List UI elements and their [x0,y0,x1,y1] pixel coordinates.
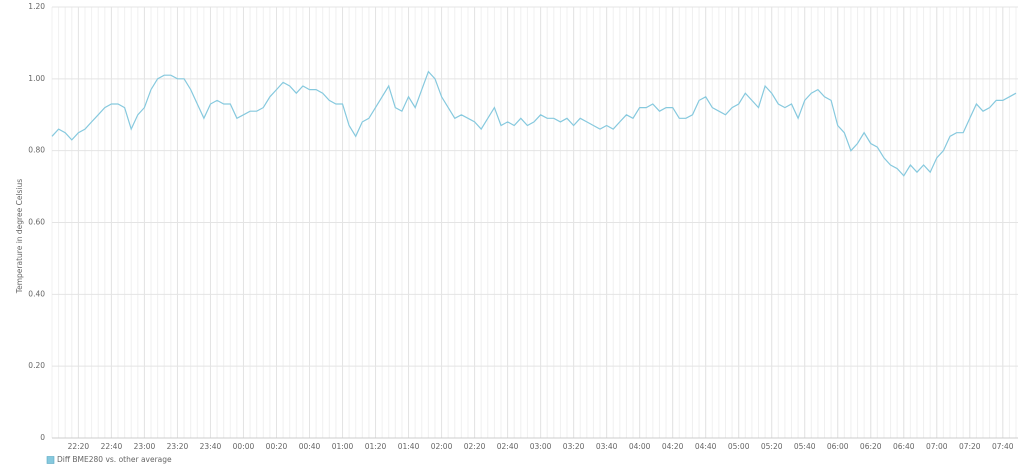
x-tick-label: 23:20 [167,442,189,451]
x-tick-label: 01:00 [332,442,354,451]
y-tick-label: 0.40 [28,289,45,298]
x-tick-label: 06:20 [860,442,882,451]
y-axis-label: Temperature in degree Celsius [15,179,24,294]
x-tick-label: 07:00 [926,442,948,451]
x-tick-label: 06:40 [893,442,915,451]
x-tick-label: 03:20 [563,442,585,451]
y-tick-label: 0.20 [28,361,45,370]
x-tick-label: 04:20 [662,442,684,451]
x-tick-label: 00:20 [266,442,288,451]
x-tick-label: 03:40 [596,442,618,451]
x-tick-label: 00:40 [299,442,321,451]
y-tick-label: 1.20 [28,2,45,11]
data-line [51,70,1017,177]
x-tick-label: 04:40 [695,442,717,451]
x-tick-label: 23:40 [200,442,222,451]
y-tick-label: 0.60 [28,218,45,227]
x-tick-label: 23:00 [134,442,156,451]
y-tick-label: 0.80 [28,146,45,155]
x-tick-label: 22:20 [68,442,90,451]
x-tick-label: 02:20 [464,442,486,451]
x-tick-label: 02:00 [431,442,453,451]
x-tick-label: 05:00 [728,442,750,451]
y-tick-label: 1.00 [28,74,45,83]
x-tick-label: 04:00 [629,442,651,451]
x-tick-label: 05:20 [761,442,783,451]
x-tick-label: 01:20 [365,442,387,451]
x-tick-label: 05:40 [794,442,816,451]
x-tick-label: 22:40 [101,442,123,451]
x-tick-label: 07:40 [992,442,1014,451]
y-tick-label: 0 [40,433,45,442]
x-tick-label: 00:00 [233,442,255,451]
legend-label: Diff BME280 vs. other average [57,455,172,464]
x-tick-label: 03:00 [530,442,552,451]
x-tick-label: 06:00 [827,442,849,451]
x-tick-label: 02:40 [497,442,519,451]
x-tick-label: 07:20 [959,442,981,451]
x-tick-label: 01:40 [398,442,420,451]
legend-swatch [46,456,55,464]
